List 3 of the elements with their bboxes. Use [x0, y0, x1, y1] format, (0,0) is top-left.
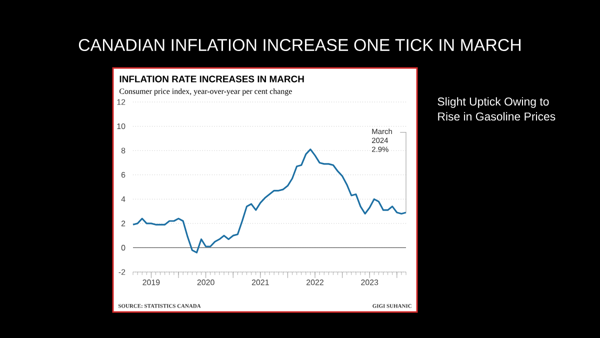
- text: Slight Uptick Owing to Rise in Gasoline Prices: [438, 97, 556, 121]
- text: CANADIAN INFLATION INCREASE ONE TICK IN MARCH: [78, 39, 521, 51]
- chart-title: INFLATION RATE INCREASES IN MARCH: [120, 76, 304, 82]
